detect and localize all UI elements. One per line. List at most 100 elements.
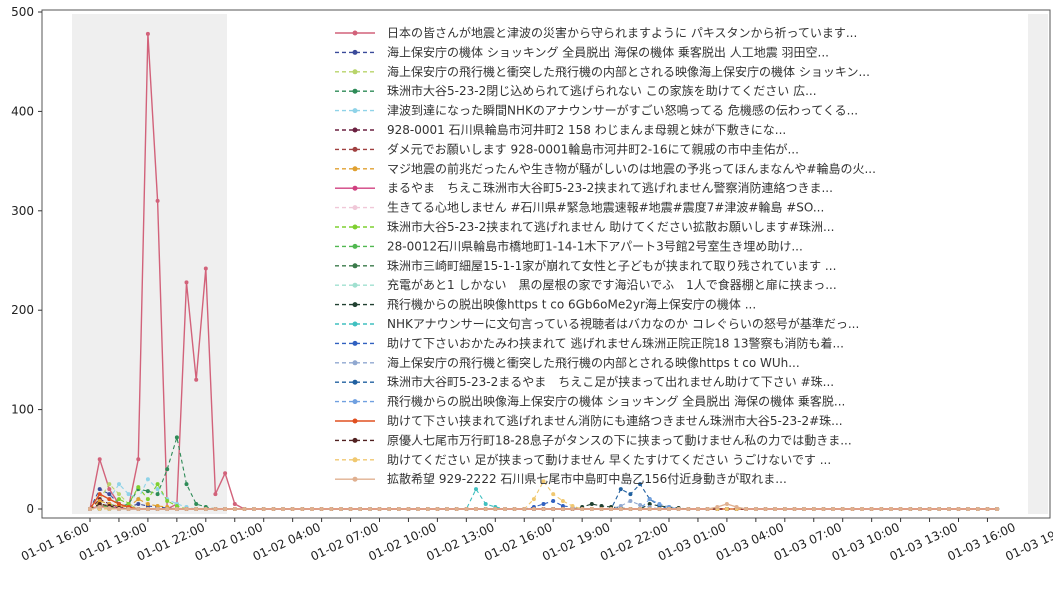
legend-swatch-marker [352,30,358,36]
data-point [203,507,208,511]
data-point [522,507,527,511]
data-point [232,507,237,511]
legend-item: 生きてる心地しません #石川県#緊急地震速報#地震#震度7#津波#輪島 #SO.… [335,200,824,215]
data-point [560,507,565,511]
data-point [165,499,170,503]
data-point [937,507,942,511]
legend-label: ダメ元でお願いします 928-0001輪島市河井町2-16にて親戚の市中圭佑が.… [387,141,799,156]
data-point [686,507,691,511]
data-point [88,507,92,511]
series [88,502,1000,511]
data-point [107,492,112,497]
data-point [560,504,565,508]
data-point [184,507,189,511]
data-point [184,280,189,285]
legend-swatch-marker [352,263,358,269]
data-point [136,497,141,502]
data-point [223,507,228,511]
data-point [155,504,160,508]
data-point [338,507,343,511]
data-point [638,482,643,487]
data-point [107,482,112,487]
legend-label: 珠洲市大谷5-23-2挟まれて逃げれません 助けてください拡散お願いします#珠洲… [387,219,834,234]
legend-label: 海上保安庁の飛行機と衝突した飛行機の内部とされる映像海上保安庁の機体 ショッキン… [387,64,870,79]
data-point [213,507,218,511]
data-point [541,502,546,506]
y-tick-label: 0 [26,502,34,516]
plot-shade [1028,14,1048,514]
data-point [145,497,150,502]
data-point [271,507,276,511]
legend-swatch-marker [352,185,358,191]
legend-swatch-marker [352,243,358,249]
legend-item: 928-0001 石川県輪島市河井町2 158 わじまんま母親と妹が下敷きにな.… [335,122,786,137]
legend-label: 珠洲市三崎町細屋15-1-1家が崩れて女性と子どもが挟まれて取り残されています … [387,258,836,273]
data-point [647,497,652,502]
data-point [580,507,585,511]
data-point [975,507,980,511]
data-point [97,487,102,492]
legend-swatch-marker [352,88,358,94]
data-point [869,507,874,511]
data-point [483,507,488,511]
data-point [570,507,575,511]
data-point [107,497,112,502]
data-point [97,502,102,506]
data-point [261,507,266,511]
data-point [117,492,121,497]
y-tick-label: 300 [11,204,34,218]
data-point [367,507,372,511]
data-point [136,507,141,511]
legend-item: 海上保安庁の飛行機と衝突した飛行機の内部とされる映像海上保安庁の機体 ショッキン… [335,64,870,79]
data-point [213,492,218,497]
data-point [145,507,150,511]
data-point [724,502,729,506]
data-point [502,507,507,511]
legend-label: 飛行機からの脱出映像海上保安庁の機体 ショッキング 全員脱出 海保の機体 乗客脱… [387,394,845,409]
legend-label: 助けて下さいおかたみわ挟まれて 逃げれません珠洲正院正院18 13警察も消防も着… [387,335,844,350]
legend-label: NHKアナウンサーに文句言っている視聴者はバカなのか コレぐらいの怒号が基準だっ… [387,316,859,331]
data-point [136,457,141,462]
data-point [107,506,112,510]
data-point [174,507,179,511]
data-point [174,504,179,508]
legend-swatch-marker [352,418,358,424]
data-point [145,477,150,482]
legend-label: 日本の皆さんが地震と津波の災害から守られますように パキスタンから祈っています.… [387,25,857,40]
data-point [242,507,247,511]
data-point [966,507,971,511]
y-tick-label: 200 [11,303,34,317]
data-point [117,507,121,511]
data-point [155,482,160,487]
data-point [956,507,961,511]
legend-item: 助けてください 足が挟まって動けません 早くたすけてください うごけないです .… [335,452,831,467]
legend-item: 拡散希望 929-2222 石川県七尾市中島町中島乙156付近身動きが取れま..… [335,471,787,486]
data-point [184,482,189,487]
data-point [560,499,565,503]
data-point [252,507,257,511]
legend-label: マジ地震の前兆だったんや生き物が騒がしいのは地震の予兆ってほんまなんや#輪島の火… [387,161,876,176]
legend-item: 原優人七尾市万行町18-28息子がタンスの下に挟まって動けません私の力では動きま… [335,432,852,447]
data-point [117,482,121,487]
legend-label: 充電があと1 しかない 黒の屋根の家です海沿いでふ 1人で食器棚と扉に挟まっ..… [387,277,837,292]
legend-swatch-marker [352,379,358,385]
data-point [898,507,903,511]
legend-item: 珠洲市三崎町細屋15-1-1家が崩れて女性と子どもが挟まれて取り残されています … [335,258,836,273]
data-point [464,507,469,511]
legend-label: 珠洲市大谷町5-23-2まるやま ちえこ足が挟まって出れません助けて下さい #珠… [387,374,834,389]
data-point [117,497,121,502]
data-point [126,507,131,511]
legend-item: 助けて下さい挟まれて逃げれません消防にも連絡つきません珠洲市大谷5-23-2#珠… [335,413,843,428]
data-point [406,507,411,511]
y-tick-label: 100 [11,403,34,417]
data-point [638,507,643,511]
data-point [319,507,324,511]
data-point [155,492,160,497]
data-point [165,467,170,472]
legend: 日本の皆さんが地震と津波の災害から守られますように パキスタンから祈っています.… [335,25,876,486]
data-point [145,489,150,494]
data-point [155,198,160,203]
data-point [705,507,710,511]
legend-swatch-marker [352,282,358,288]
legend-item: マジ地震の前兆だったんや生き物が騒がしいのは地震の予兆ってほんまなんや#輪島の火… [335,161,876,176]
